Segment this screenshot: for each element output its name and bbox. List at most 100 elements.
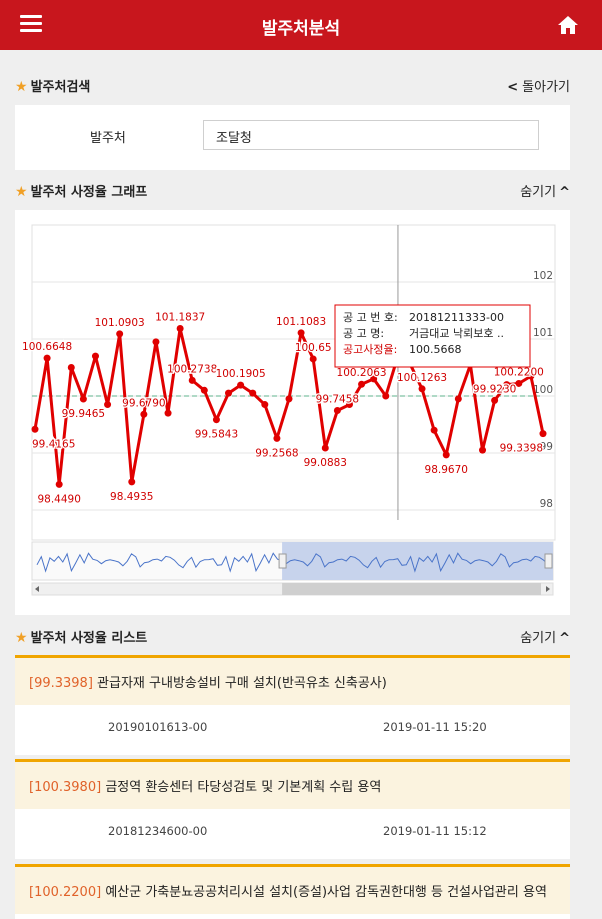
data-point xyxy=(164,409,172,417)
data-label: 99.5843 xyxy=(195,429,238,441)
chart-navigator[interactable] xyxy=(31,541,554,596)
data-point xyxy=(370,375,378,383)
data-label: 99.6790 xyxy=(122,397,165,409)
list-item[interactable]: [100.3980] 금정역 환승센터 타당성검토 및 기본계획 수립 용역 2… xyxy=(15,759,570,859)
data-point xyxy=(212,416,220,424)
star-icon: ★ xyxy=(15,79,28,95)
data-point xyxy=(539,430,547,438)
list-item-title-row[interactable]: [100.2200] 예산군 가축분뇨공공처리시설 설치(증설)사업 감독권한대… xyxy=(15,867,570,914)
data-point xyxy=(128,478,136,486)
data-label: 99.4165 xyxy=(32,438,75,450)
list-section-title: 발주처 사정율 리스트 xyxy=(30,631,148,646)
scroll-right-icon xyxy=(546,586,550,592)
y-tick-label: 100 xyxy=(533,384,553,396)
search-section-header: ★ 발주처검색 < 돌아가기 xyxy=(15,76,570,98)
back-button[interactable]: < 돌아가기 xyxy=(507,76,570,95)
y-tick-label: 99 xyxy=(540,441,553,453)
tooltip-value: 100.5668 xyxy=(409,343,462,356)
list-toggle-button[interactable]: 숨기기 ^ xyxy=(520,627,570,646)
plot-frame xyxy=(31,224,556,541)
data-point xyxy=(79,395,87,403)
data-point xyxy=(418,385,426,393)
data-point xyxy=(454,395,462,403)
data-point xyxy=(225,389,233,397)
data-point xyxy=(67,364,75,371)
graph-section-title: 발주처 사정율 그래프 xyxy=(30,185,148,200)
chart-panel: 102 101 100 99 98 99.4165 100.6648 98.4490 99.9… xyxy=(15,210,570,615)
data-point xyxy=(382,392,390,400)
data-point xyxy=(152,338,160,346)
data-label: 100.1263 xyxy=(397,372,447,384)
y-tick-label: 98 xyxy=(540,498,553,510)
data-point xyxy=(273,434,281,442)
page-title: 발주처분석 xyxy=(261,19,341,39)
data-point xyxy=(503,381,511,389)
list-item-title-row[interactable]: [100.3980] 금정역 환승센터 타당성검토 및 기본계획 수립 용역 xyxy=(15,762,570,809)
data-point xyxy=(140,410,148,418)
data-label: 99.9465 xyxy=(62,408,105,420)
tooltip-box xyxy=(334,304,531,368)
data-label: 100.2063 xyxy=(337,367,387,379)
list-item-notice-no: 20181234600-00 xyxy=(108,824,208,838)
list-item-footer: 20181234600-00 2019-01-11 15:12 xyxy=(15,809,570,859)
data-point xyxy=(358,380,366,388)
data-point xyxy=(91,352,99,360)
top-app-bar: 발주처분석 xyxy=(0,0,602,50)
data-point xyxy=(515,379,523,387)
list-item-title: 금정역 환승센터 타당성검토 및 기본계획 수립 용역 xyxy=(105,780,382,795)
client-input[interactable]: 조달청 xyxy=(203,120,539,150)
data-label: 99.7458 xyxy=(316,393,359,405)
data-point xyxy=(333,406,341,414)
hamburger-menu-icon[interactable] xyxy=(20,15,42,35)
data-label: 101.1083 xyxy=(276,316,326,328)
data-label: 99.3398 xyxy=(500,443,543,455)
navigator-series xyxy=(36,552,549,573)
graph-toggle-button[interactable]: 숨기기 ^ xyxy=(520,181,570,200)
tooltip-value: 20181211333-00 xyxy=(409,311,504,324)
list-item-title-row[interactable]: [99.3398] 관급자재 구내방송설비 구매 설치(반곡유초 신축공사) xyxy=(15,658,570,705)
tooltip-value: 거금대교 낙뢰보호 .. xyxy=(409,327,504,340)
data-label: 100.2200 xyxy=(494,366,544,378)
navigator-selection xyxy=(282,542,553,580)
rate-line-chart[interactable]: 102 101 100 99 98 99.4165 100.6648 98.4490 99.9… xyxy=(15,210,570,615)
tooltip-label: 공고사정율: xyxy=(343,343,397,356)
client-label: 발주처 xyxy=(90,131,126,146)
data-label: 99.9230 xyxy=(473,383,516,395)
data-label: 98.9670 xyxy=(425,464,468,476)
list-item[interactable]: [99.3398] 관급자재 구내방송설비 구매 설치(반곡유초 신축공사) 2… xyxy=(15,655,570,755)
list-item-notice-no: 20190101613-00 xyxy=(108,720,208,734)
y-tick-label: 101 xyxy=(533,327,553,339)
data-label: 98.4935 xyxy=(110,491,153,503)
graph-toggle-label: 숨기기 xyxy=(520,185,557,200)
data-point xyxy=(430,426,438,434)
data-label: 99.2568 xyxy=(255,447,298,459)
y-tick-label: 102 xyxy=(533,270,553,282)
chevron-left-icon: < xyxy=(507,80,519,95)
data-point xyxy=(345,401,353,409)
star-icon: ★ xyxy=(15,184,28,200)
navigator-handle xyxy=(278,553,287,569)
data-point xyxy=(297,329,305,337)
list-item-rate: [99.3398] xyxy=(29,676,93,691)
graph-section-header: ★ 발주처 사정율 그래프 숨기기 ^ xyxy=(15,181,570,203)
data-label: 99.0883 xyxy=(304,457,347,469)
list-item[interactable]: [100.2200] 예산군 가축분뇨공공처리시설 설치(증설)사업 감독권한대… xyxy=(15,864,570,919)
data-label: 100.6648 xyxy=(22,341,72,353)
data-point xyxy=(321,444,329,452)
data-point xyxy=(43,354,51,362)
chart-tooltip: 공 고 번 호: 20181211333-00 공 고 명: 거금대교 낙뢰보호 ..… xyxy=(334,304,531,368)
search-section-title: 발주처검색 xyxy=(30,80,91,95)
list-section-header: ★ 발주처 사정율 리스트 숨기기 ^ xyxy=(15,627,570,649)
chevron-up-icon: ^ xyxy=(559,185,570,200)
home-icon[interactable] xyxy=(557,14,579,36)
data-point xyxy=(479,446,487,454)
search-panel: 발주처 조달청 xyxy=(15,105,570,170)
data-point xyxy=(285,395,293,403)
data-point xyxy=(249,389,257,397)
list-item-rate: [100.3980] xyxy=(29,780,102,795)
data-label: 101.0903 xyxy=(95,317,145,329)
list-item-footer: 20190101613-00 2019-01-11 15:20 xyxy=(15,705,570,755)
data-label: 100.2738 xyxy=(167,363,217,375)
chevron-up-icon: ^ xyxy=(559,631,570,646)
data-point xyxy=(261,401,269,409)
